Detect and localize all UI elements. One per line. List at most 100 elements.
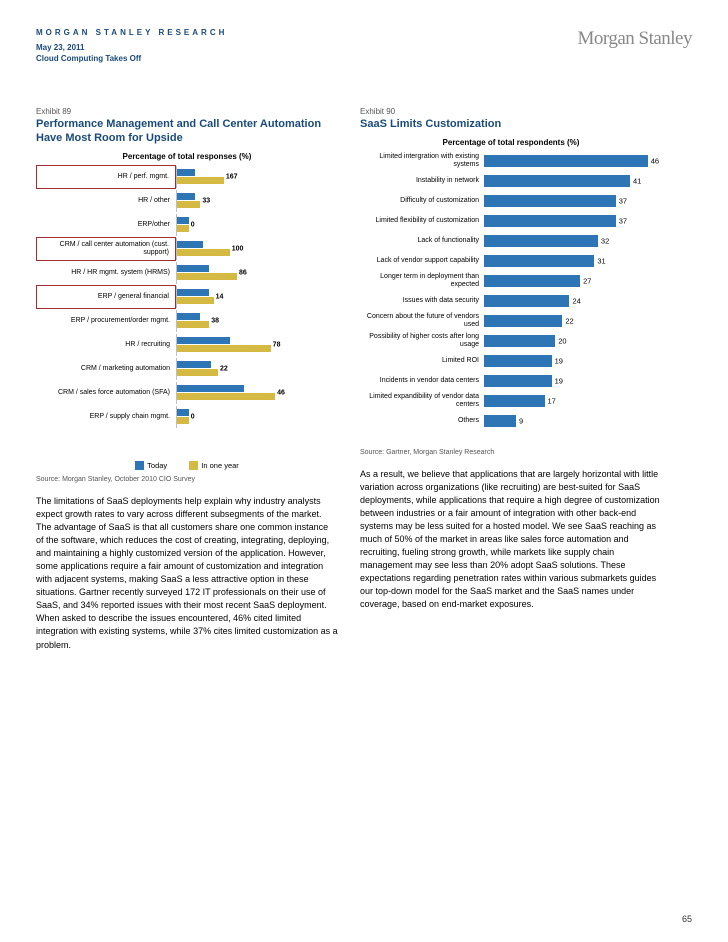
legend-label-year: In one year [201, 461, 239, 470]
row-label: HR / HR mgmt. system (HRMS) [36, 261, 176, 285]
chart-row: CRM / marketing automation 22 [36, 357, 338, 381]
bar-value-label: 78 [271, 341, 281, 348]
bar-today [177, 217, 189, 224]
bar: 22 [484, 315, 562, 327]
bar: 20 [484, 335, 555, 347]
chart-row: ERP/other0 [36, 213, 338, 237]
bar-year [177, 369, 218, 376]
bar-value-label: 167 [224, 173, 238, 180]
bar-today [177, 313, 200, 320]
row-bars: 0 [176, 406, 338, 428]
right-column: Exhibit 90 SaaS Limits Customization Per… [360, 107, 662, 652]
logo: Morgan Stanley [577, 28, 692, 50]
bar-value-label: 38 [209, 317, 219, 324]
page-header: MORGAN STANLEY RESEARCH May 23, 2011 Clo… [36, 28, 692, 63]
row-bars: 38 [176, 310, 338, 332]
bar-value-label: 22 [218, 365, 228, 372]
row-label: CRM / marketing automation [36, 357, 176, 381]
row-label: CRM / sales force automation (SFA) [36, 381, 176, 405]
grouped-bar-chart: HR / perf. mgmt. 167 HR / other 33 ERP/other… [36, 165, 338, 455]
row-label: HR / other [36, 189, 176, 213]
row-label: Limited ROI [360, 357, 484, 365]
bar-value-label: 0 [189, 221, 195, 228]
bar-value-label: 86 [237, 269, 247, 276]
bar-value-label: 32 [598, 236, 609, 245]
row-label: HR / perf. mgmt. [36, 165, 176, 189]
row-label: Issues with data security [360, 297, 484, 305]
body-paragraph: As a result, we believe that application… [360, 468, 662, 612]
bar-value-label: 31 [594, 256, 605, 265]
chart-row: ERP / supply chain mgmt.0 [36, 405, 338, 429]
row-label: Instability in network [360, 177, 484, 185]
chart-row: CRM / sales force automation (SFA) 46 [36, 381, 338, 405]
chart-row: CRM / call center automation (cust. supp… [36, 237, 338, 261]
report-subtitle: Cloud Computing Takes Off [36, 54, 227, 63]
bar-value-label: 46 [275, 389, 285, 396]
bar-today [177, 337, 230, 344]
row-bars: 33 [176, 190, 338, 212]
chart-legend: Today In one year [36, 461, 338, 471]
content-columns: Exhibit 89 Performance Management and Ca… [36, 107, 692, 652]
bar: 37 [484, 195, 616, 207]
bar: 19 [484, 375, 552, 387]
row-label: Longer term in deployment than expected [360, 273, 484, 288]
chart-row: Lack of functionality32 [360, 231, 662, 251]
bar-year [177, 393, 275, 400]
bar-year [177, 177, 224, 184]
chart-row: HR / other 33 [36, 189, 338, 213]
chart-source: Source: Morgan Stanley, October 2010 CIO… [36, 476, 338, 483]
chart-row: HR / HR mgmt. system (HRMS) 86 [36, 261, 338, 285]
chart-source: Source: Gartner, Morgan Stanley Research [360, 449, 662, 456]
bar-today [177, 265, 209, 272]
legend-today: Today [135, 461, 167, 471]
row-label: HR / recruiting [36, 333, 176, 357]
bar-year [177, 201, 200, 208]
row-label: Incidents in vendor data centers [360, 377, 484, 385]
bar-value-label: 100 [230, 245, 244, 252]
row-label: Limited flexibility of customization [360, 217, 484, 225]
legend-swatch-year [189, 461, 198, 470]
research-org: MORGAN STANLEY RESEARCH [36, 28, 227, 37]
bar-area: 32 [484, 235, 662, 247]
chart-row: Difficulty of customization37 [360, 191, 662, 211]
bar-year [177, 417, 189, 424]
bar-value-label: 17 [545, 396, 556, 405]
bar-area: 41 [484, 175, 662, 187]
bar-value-label: 33 [200, 197, 210, 204]
chart-row: Others9 [360, 411, 662, 431]
bar-area: 24 [484, 295, 662, 307]
bar-area: 19 [484, 355, 662, 367]
bar: 27 [484, 275, 580, 287]
bar: 41 [484, 175, 630, 187]
chart-row: ERP / procurement/order mgmt.38 [36, 309, 338, 333]
row-label: CRM / call center automation (cust. supp… [36, 237, 176, 261]
row-label: Limited intergration with existing syste… [360, 153, 484, 168]
bar-area: 46 [484, 155, 662, 167]
bar-value-label: 14 [214, 293, 224, 300]
chart-row: HR / recruiting 78 [36, 333, 338, 357]
bar-year [177, 225, 189, 232]
bar-value-label: 37 [616, 196, 627, 205]
row-bars: 78 [176, 334, 338, 356]
bar-today [177, 385, 244, 392]
bar-area: 37 [484, 195, 662, 207]
chart-title: Performance Management and Call Center A… [36, 118, 338, 146]
row-bars: 100 [176, 238, 338, 260]
chart-row: Issues with data security24 [360, 291, 662, 311]
bar-area: 37 [484, 215, 662, 227]
row-bars: 86 [176, 262, 338, 284]
bar-value-label: 19 [552, 356, 563, 365]
chart-row: Limited ROI 19 [360, 351, 662, 371]
row-label: Lack of functionality [360, 237, 484, 245]
body-paragraph: The limitations of SaaS deployments help… [36, 495, 338, 652]
bar: 32 [484, 235, 598, 247]
chart-subtitle: Percentage of total respondents (%) [360, 138, 662, 147]
chart-row: Possibility of higher costs after long u… [360, 331, 662, 351]
bar-value-label: 37 [616, 216, 627, 225]
bar: 31 [484, 255, 594, 267]
left-column: Exhibit 89 Performance Management and Ca… [36, 107, 338, 652]
bar-value-label: 41 [630, 176, 641, 185]
header-left: MORGAN STANLEY RESEARCH May 23, 2011 Clo… [36, 28, 227, 63]
bar-year [177, 321, 209, 328]
bar-area: 17 [484, 395, 662, 407]
